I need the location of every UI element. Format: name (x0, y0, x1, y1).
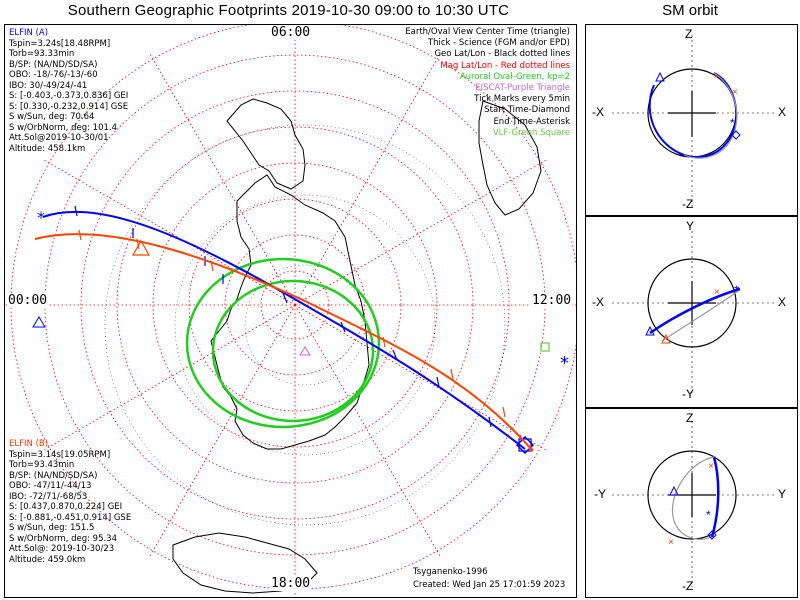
end-asterisk-marker: * (560, 353, 569, 374)
polar-footprint-map: * * * (4, 24, 577, 598)
legend-item: Auroral Oval-Green, kp=2 (459, 71, 570, 82)
map-legend: Earth/Oval View Center Time (triangle) T… (405, 27, 570, 139)
south-america-coastline (226, 98, 306, 190)
plot-title: Southern Geographic Footprints 2019-10-3… (67, 2, 510, 19)
polar-map-svg: * * * (5, 25, 576, 597)
legend-item: VLF-Green Square (492, 127, 570, 138)
sm-xz-left-label: -X (592, 105, 604, 119)
elfin-b-track: * (34, 229, 534, 459)
model-credit: Tsyganenko-1996 (413, 567, 488, 577)
legend-item: End Time-Asterisk (493, 116, 570, 127)
geo-lat-circles (104, 124, 506, 526)
sm-panel-xz-svg: * * × (612, 35, 776, 207)
clock-label-bottom: 18:00 (270, 576, 312, 591)
elfin-b-line: S w/Sun, deg: 151.5 (9, 523, 95, 533)
sm-yz-top-label: Z (686, 411, 694, 425)
elfin-b-line: B/SP: (NA/ND/SD/SA) (9, 470, 98, 481)
elfin-b-line: IBO: -72/71/-68/53 (9, 491, 88, 502)
sm-yz-left-label: -Y (594, 487, 606, 501)
legend-item: Start Time-Diamond (484, 105, 570, 116)
clock-label-top: 06:00 (270, 25, 312, 40)
eiscat-triangle (299, 346, 311, 356)
elfin-a-line: IBO: 30/-49/24/-41 (9, 80, 88, 91)
elfin-a-info: ELFIN (A) Tspin=3.24s[18.48RPM] Torb=93.… (9, 28, 128, 154)
auroral-oval-inner (211, 279, 375, 423)
sm-xy-left-label: -X (592, 295, 604, 309)
legend-item: Tick Marks every 5min (474, 94, 570, 105)
svg-text:*: * (730, 116, 735, 130)
elfin-a-line: B/SP: (NA/ND/SD/SA) (9, 59, 98, 70)
vlf-marker (540, 342, 550, 352)
elfin-b-line: S: [0.437,0.870,0.224] GEI (9, 502, 123, 512)
sm-orbit-title: SM orbit (662, 2, 718, 19)
elfin-b-line: Att.Sol@: 2019-10-30/23 (9, 544, 115, 554)
sm-panel-xy-svg: * × (612, 231, 776, 395)
elfin-a-line: S w/OrbNorm, deg: 101.4 (9, 122, 118, 133)
elfin-b-line: S w/OrbNorm, deg: 95.34 (9, 533, 118, 544)
elfin-b-line: Altitude: 459.0km (9, 554, 86, 565)
sm-panel-xy: * × Y -Y -X X (585, 216, 798, 408)
sm-xz-top-label: Z (685, 27, 693, 41)
elfin-b-header: ELFIN (B) (9, 439, 49, 449)
created-timestamp: Created: Wed Jan 25 17:01:59 2023 (413, 580, 566, 590)
legend-item: Geo Lat/Lon - Black dotted lines (434, 49, 570, 60)
sm-yz-right-label: Y (778, 487, 787, 501)
elfin-a-line: S w/Sun, deg: 70.64 (9, 112, 95, 122)
elfin-b-line: Torb=93.43min (9, 460, 75, 470)
mag-lon-lines (5, 25, 576, 597)
svg-text:×: × (708, 461, 714, 472)
svg-text:*: * (734, 282, 740, 298)
sm-panel-yz-svg: × × * (612, 421, 776, 587)
elfin-b-line: S: [-0.881,-0.451,0.914] GSE (9, 512, 132, 523)
svg-text:×: × (668, 537, 674, 548)
legend-item: EISCAT-Purple Triangle (475, 83, 570, 94)
svg-text:×: × (714, 287, 720, 298)
elfin-a-line: Tspin=3.24s[18.48RPM] (9, 38, 111, 49)
auroral-oval-outer (185, 257, 381, 429)
elfin-a-line: S: [0.330,-0.232,0.914] GSE (9, 101, 129, 112)
elfin-b-info: ELFIN (B) Tspin=3.14s[19.05RPM] Torb=93.… (9, 439, 131, 565)
sm-xz-bottom-label: -Z (682, 197, 694, 211)
clock-label-right: 12:00 (531, 293, 573, 308)
svg-text:*: * (37, 208, 45, 227)
clock-label-left: 00:00 (7, 293, 49, 308)
svg-text:*: * (706, 508, 711, 522)
legend-item: Earth/Oval View Center Time (triangle) (405, 27, 570, 37)
svg-text:*: * (714, 73, 718, 84)
elfin-a-line: Att.Sol@2019-10-30/01 (9, 133, 109, 143)
svg-text:*: * (527, 443, 534, 459)
sm-panel-yz: × × * Z -Z -Y Y (585, 408, 798, 598)
svg-text:×: × (732, 87, 738, 98)
sm-xy-bottom-label: -Y (682, 387, 694, 401)
elfin-a-line: S: [-0.403,-0.373,0.836] GEI (9, 91, 129, 101)
sm-xy-top-label: Y (686, 219, 695, 233)
legend-item: Mag Lat/Lon - Red dotted lines (440, 60, 570, 71)
elfin-b-line: OBO: -47/11/-44/13 (9, 481, 92, 491)
elfin-a-header: ELFIN (A) (9, 28, 49, 38)
elfin-a-line: Altitude: 458.1km (9, 143, 86, 154)
elfin-a-line: Torb=93.33min (9, 49, 75, 59)
sm-xz-right-label: X (778, 105, 787, 119)
elfin-a-line: OBO: -18/-76/-13/-60 (9, 70, 98, 80)
sm-yz-bottom-label: -Z (682, 579, 694, 593)
elfin-a-track: * (32, 205, 535, 455)
legend-item: Thick - Science (FGM and/or EPD) (427, 38, 570, 49)
africa-coastline (478, 100, 542, 216)
sm-panel-xz: * * × Z -Z -X X (585, 24, 798, 216)
sm-xy-right-label: X (778, 295, 787, 309)
elfin-b-line: Tspin=3.14s[19.05RPM] (9, 449, 111, 460)
